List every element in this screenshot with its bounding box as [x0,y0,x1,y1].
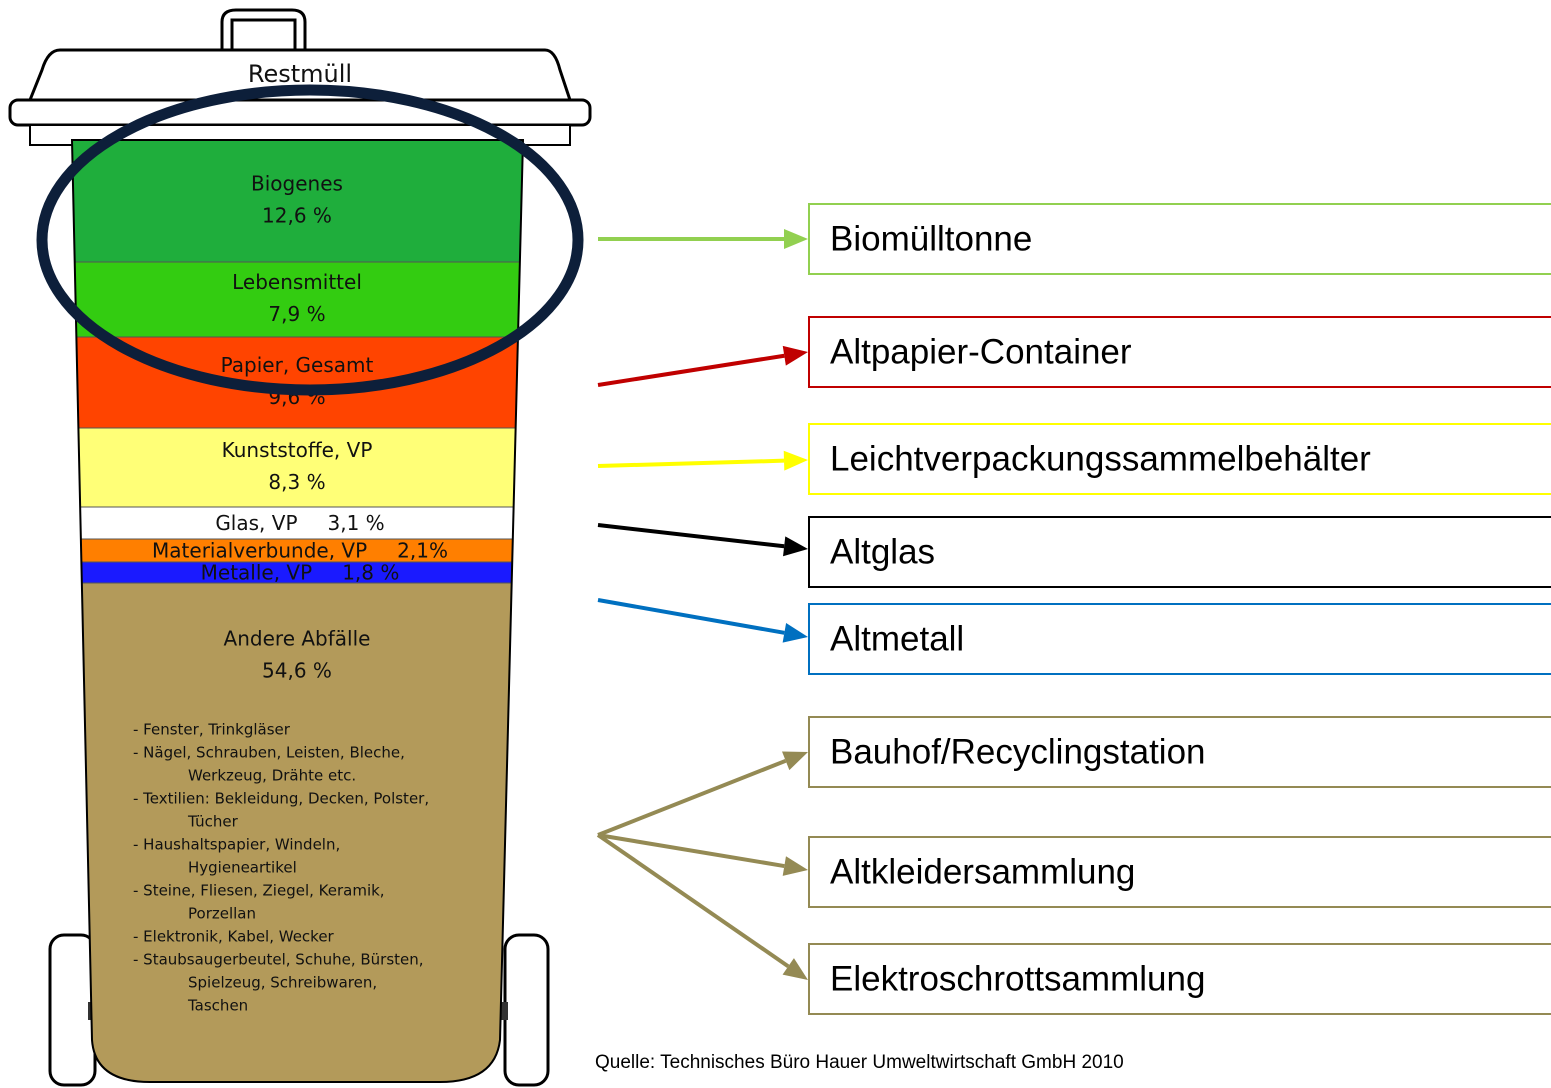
layer [72,582,523,1082]
layer [72,427,523,508]
layer-label: Materialverbunde, VP [152,538,367,562]
detail-line: - Textilien: Bekleidung, Decken, Polster… [133,790,429,808]
layer-label: Glas, VP [215,511,297,535]
detail-line: Porzellan [188,905,256,923]
detail-line: Hygieneartikel [188,859,297,877]
destination-box [808,423,1551,495]
layer-label: Metalle, VP [201,560,313,584]
bin-title: Restmüll [248,60,352,88]
detail-line: - Staubsaugerbeutel, Schuhe, Bürsten, [133,951,424,969]
detail-line: - Nägel, Schrauben, Leisten, Bleche, [133,744,405,762]
arrow-head [783,536,808,557]
layer-share: 7,9 % [268,302,325,326]
layer-label: Papier, Gesamt [221,353,374,377]
destination-box [808,516,1551,588]
arrow [597,833,785,869]
arrow-head [782,622,808,643]
destination-label: Altkleidersammlung [830,852,1135,891]
arrow [597,758,787,837]
layer-share: 12,6 % [262,204,332,228]
destination-label: Altmetall [830,619,964,658]
arrow-head [783,450,808,471]
detail-line: Spielzeug, Schreibwaren, [188,974,377,992]
arrow [597,598,785,635]
arrow [596,833,790,969]
lid-rim [8,98,592,127]
arrow-head [784,229,808,249]
arrow [597,458,785,468]
destination-label: Elektroschrottsammlung [830,959,1205,998]
detail-line: - Fenster, Trinkgläser [133,721,291,739]
detail-line: - Steine, Fliesen, Ziegel, Keramik, [133,882,385,900]
layer [72,506,523,540]
destination-label: Altglas [830,532,935,571]
arrow [597,523,785,549]
arrow [597,353,785,387]
destination-label: Leichtverpackungssammelbehälter [830,439,1371,478]
detail-line: - Elektronik, Kabel, Wecker [133,928,335,946]
destination-box [808,716,1551,788]
detail-line: Taschen [187,997,248,1015]
destination-label: Biomülltonne [830,219,1032,258]
highlight-ellipse [36,84,584,396]
detail-line: Tücher [187,813,239,831]
layer-text: Glas, VP 3,1 % [215,511,384,535]
layer-label: Andere Abfälle [224,627,371,651]
arrow-head [782,958,808,980]
layer-text: Metalle, VP 1,8 % [201,560,400,584]
destination-box [808,316,1551,388]
arrow-head [782,856,808,876]
layer-label: Kunststoffe, VP [222,438,373,462]
detail-line: - Haushaltspapier, Windeln, [133,836,340,854]
destination-box [808,943,1551,1015]
arrow-head [782,345,808,366]
source: Quelle: Technisches Büro Hauer Umweltwir… [595,1052,1124,1073]
layer-text: Materialverbunde, VP 2,1% [152,538,448,562]
layer-label: Biogenes [251,172,343,196]
layer-label: Lebensmittel [232,270,362,294]
arrow-head [782,751,808,771]
layer-share: 54,6 % [262,659,332,683]
destination-box [808,203,1551,275]
destination-label: Altpapier-Container [830,332,1132,371]
bin-outline [70,139,525,1083]
layer-share: 8,3 % [268,470,325,494]
handle [220,8,307,52]
layer-share: 2,1% [397,538,448,562]
destination-box [808,836,1551,908]
wheel [503,933,550,1087]
layer-share: 3,1 % [328,511,385,535]
destination-label: Bauhof/Recyclingstation [830,732,1206,771]
layer [72,140,523,263]
layer-share: 1,8 % [342,560,399,584]
detail-line: Werkzeug, Drähte etc. [188,767,356,785]
destination-box [808,603,1551,675]
bin-body: Biogenes 12,6 % Lebensmittel 7,9 % Papier, G… [72,140,523,1082]
